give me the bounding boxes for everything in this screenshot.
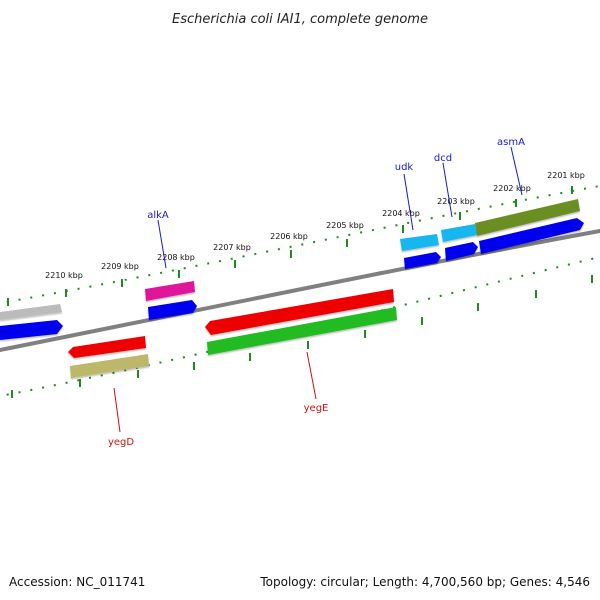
lower-tick-track	[0, 256, 600, 398]
major-ticks	[7, 186, 593, 398]
kbp-label: 2201 kbp	[547, 171, 585, 180]
reverse-genes	[68, 307, 397, 378]
gene-label: asmA	[497, 137, 525, 148]
kbp-label: 2208 kbp	[157, 253, 195, 262]
gene-blue	[0, 320, 63, 340]
kbp-label: 2207 kbp	[213, 243, 251, 252]
kbp-label: 2205 kbp	[326, 221, 364, 230]
gene-khaki	[70, 354, 149, 378]
gene-blue	[479, 218, 584, 254]
gene-dcd	[441, 224, 477, 242]
genome-backbone	[0, 228, 600, 353]
kbp-label: 2204 kbp	[382, 209, 420, 218]
gene-label: yegE	[304, 403, 329, 414]
kbp-label: 2206 kbp	[270, 232, 308, 241]
gene-asmA	[475, 199, 580, 236]
forward-genes	[0, 199, 584, 340]
kbp-label: 2210 kbp	[45, 271, 83, 280]
gene-label: yegD	[108, 437, 134, 448]
gene-yegD	[68, 336, 146, 358]
leader-lines	[113, 146, 523, 433]
map-title: Escherichia coli IAI1, complete genome	[172, 12, 428, 27]
kbp-label: 2202 kbp	[493, 184, 531, 193]
gene-label: alkA	[147, 210, 169, 221]
gene-red	[205, 289, 394, 335]
kbp-labels: 2210 kbp 2209 kbp 2208 kbp 2207 kbp 2206…	[45, 171, 585, 280]
accession-text: Accession: NC_011741	[9, 575, 145, 589]
gene-grey	[0, 304, 62, 320]
gene-udk	[400, 234, 439, 251]
kbp-label: 2203 kbp	[437, 197, 475, 206]
kbp-label: 2209 kbp	[101, 262, 139, 271]
gene-label: dcd	[434, 153, 452, 164]
gene-yegE	[207, 307, 397, 355]
gene-label: udk	[395, 162, 414, 173]
gene-blue	[404, 252, 441, 269]
gene-alkA	[145, 281, 195, 301]
topology-text: Topology: circular; Length: 4,700,560 bp…	[259, 575, 590, 589]
gene-blue	[445, 242, 478, 261]
gene-blue	[148, 300, 197, 320]
